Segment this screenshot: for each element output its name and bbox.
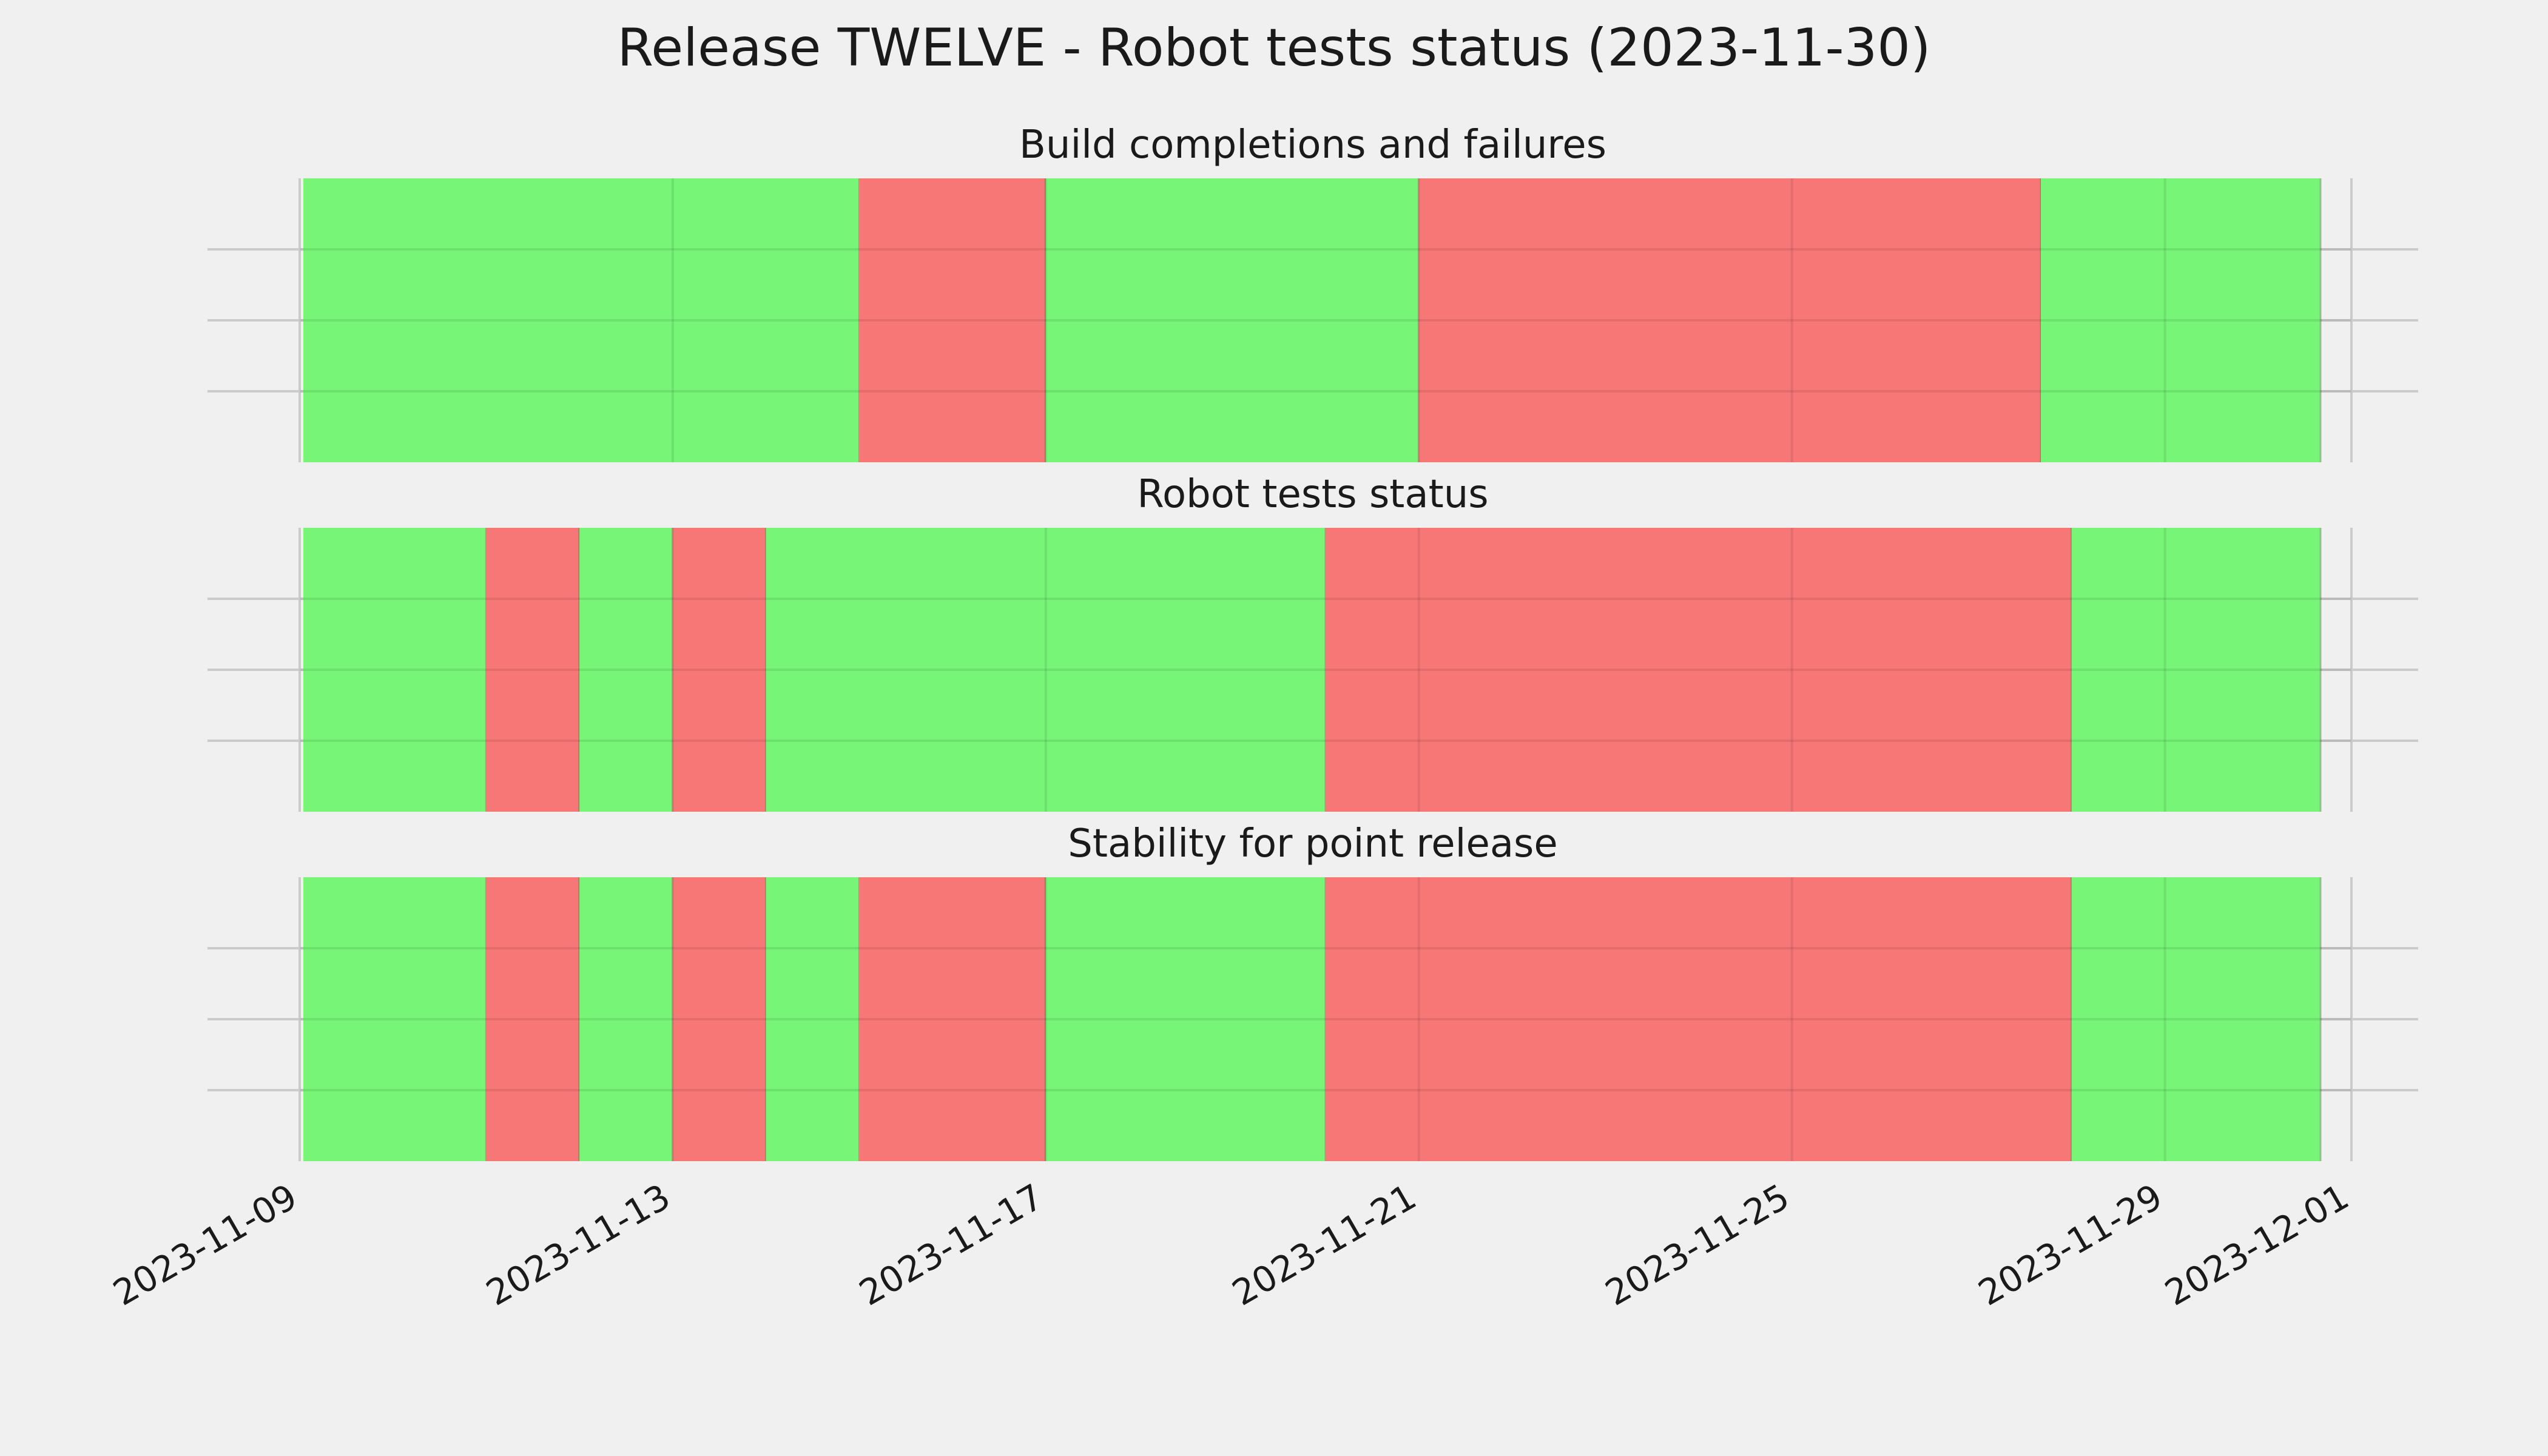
panels: Build completions and failures Robot test… (207, 123, 2418, 1161)
segment-fail (859, 877, 1046, 1161)
chart-title: Release TWELVE - Robot tests status (202… (617, 18, 1930, 78)
segment-fail (1326, 877, 2072, 1161)
segment-pass (2041, 178, 2321, 462)
segment-fail (486, 528, 580, 812)
segment-fail (672, 877, 766, 1161)
segment-pass (2071, 877, 2321, 1161)
panel-title: Robot tests status (1137, 472, 1488, 517)
segment-pass (303, 178, 860, 462)
segment-pass (579, 528, 673, 812)
panel-title: Stability for point release (1068, 821, 1558, 866)
panel-3: Stability for point release (207, 821, 2418, 1161)
segment-pass (766, 528, 1326, 812)
segment-fail (1418, 178, 2041, 462)
segment-pass (579, 877, 673, 1161)
panel-2: Robot tests status (207, 472, 2418, 812)
segment-fail (859, 178, 1046, 462)
segment-fail (486, 877, 580, 1161)
segment-fail (1326, 528, 2072, 812)
segment-pass (1045, 877, 1326, 1161)
segment-pass (303, 528, 487, 812)
segment-pass (766, 877, 860, 1161)
segment-fail (672, 528, 766, 812)
panel-1: Build completions and failures (207, 123, 2418, 462)
segment-pass (303, 877, 487, 1161)
panel-title: Build completions and failures (1019, 123, 1606, 167)
segment-pass (1045, 178, 1419, 462)
segment-pass (2071, 528, 2321, 812)
